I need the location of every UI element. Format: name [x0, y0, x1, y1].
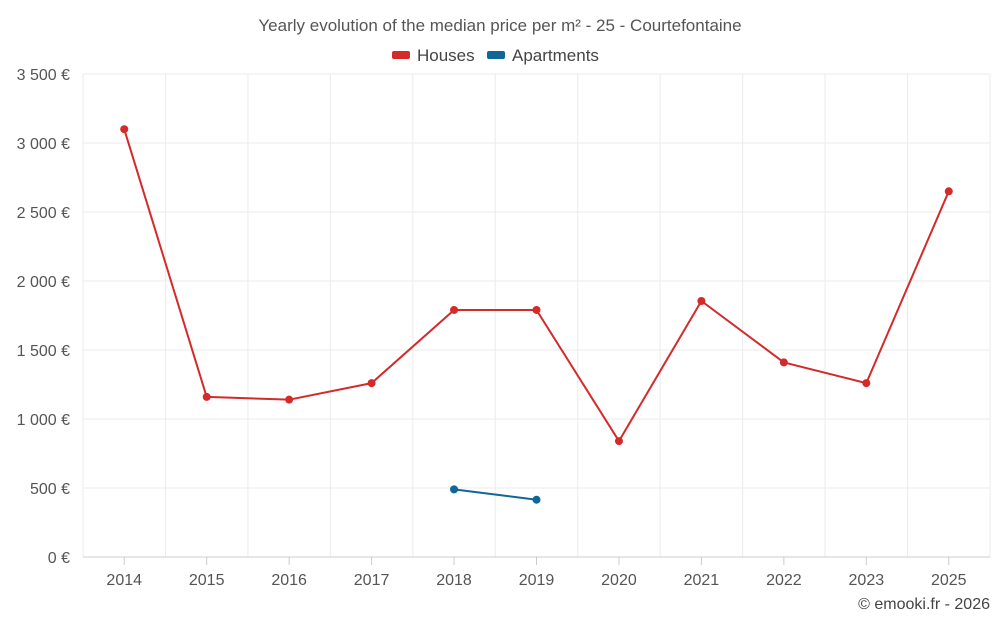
data-point-houses[interactable] — [614, 437, 623, 446]
x-tick-label: 2022 — [766, 572, 802, 589]
x-axis: 2014 2015 2016 2017 2018 2019 2020 2021 2022 2023… — [83, 556, 990, 589]
x-tick-label: 2023 — [849, 572, 885, 589]
data-point-houses[interactable] — [697, 297, 706, 306]
legend-label-houses[interactable]: Houses — [417, 46, 475, 65]
x-tick-label: 2021 — [684, 572, 720, 589]
legend-item-houses[interactable]: Houses — [392, 46, 475, 65]
series-line-apartments — [453, 488, 537, 501]
x-tick-label: 2016 — [271, 572, 307, 589]
x-tick-label: 2018 — [436, 572, 472, 589]
y-tick-label: 0 € — [48, 550, 70, 567]
x-tick-label: 2025 — [931, 572, 967, 589]
series-houses — [120, 125, 953, 446]
data-point-houses[interactable] — [285, 395, 294, 404]
data-point-houses[interactable] — [862, 379, 871, 388]
chart-title: Yearly evolution of the median price per… — [258, 16, 741, 35]
data-point-houses[interactable] — [450, 305, 459, 314]
y-tick-label: 2 500 € — [17, 205, 70, 222]
data-point-houses[interactable] — [202, 392, 211, 401]
data-point-houses[interactable] — [944, 187, 953, 196]
legend-swatch-apartments — [487, 51, 505, 59]
y-tick-label: 500 € — [30, 481, 70, 498]
grid — [82, 73, 991, 557]
y-tick-label: 1 000 € — [17, 412, 70, 429]
series — [120, 125, 953, 504]
legend-label-apartments[interactable]: Apartments — [512, 46, 599, 65]
x-tick-label: 2015 — [189, 572, 225, 589]
y-tick-label: 1 500 € — [17, 343, 70, 360]
x-tick-label: 2019 — [519, 572, 555, 589]
x-tick-label: 2020 — [601, 572, 637, 589]
y-axis: 0 € 500 € 1 000 € 1 500 € 2 000 € 2 500 € 3 00… — [17, 67, 70, 567]
y-tick-label: 3 500 € — [17, 67, 70, 84]
series-apartments — [450, 485, 541, 504]
y-tick-label: 3 000 € — [17, 136, 70, 153]
legend-item-apartments[interactable]: Apartments — [487, 46, 599, 65]
data-point-houses[interactable] — [779, 358, 788, 367]
credit-text: © emooki.fr - 2026 — [858, 596, 990, 613]
legend-swatch-houses — [392, 51, 410, 59]
y-tick-label: 2 000 € — [17, 274, 70, 291]
x-tick-label: 2014 — [106, 572, 142, 589]
data-point-houses[interactable] — [367, 379, 376, 388]
legend[interactable]: Houses Apartments — [392, 46, 599, 65]
x-tick-label: 2017 — [354, 572, 390, 589]
data-point-houses[interactable] — [120, 125, 129, 134]
data-point-houses[interactable] — [532, 305, 541, 314]
data-point-apartments[interactable] — [532, 495, 541, 504]
data-point-apartments[interactable] — [450, 485, 459, 494]
